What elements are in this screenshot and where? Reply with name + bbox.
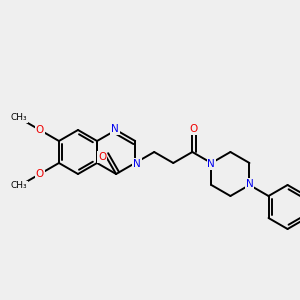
Text: N: N bbox=[111, 124, 119, 134]
Text: O: O bbox=[36, 125, 44, 135]
Text: CH₃: CH₃ bbox=[11, 113, 27, 122]
Text: O: O bbox=[98, 152, 106, 162]
Text: N: N bbox=[133, 159, 141, 169]
Text: O: O bbox=[189, 124, 197, 134]
Text: O: O bbox=[36, 169, 44, 179]
Text: CH₃: CH₃ bbox=[11, 182, 27, 190]
Text: N: N bbox=[246, 179, 253, 189]
Text: N: N bbox=[208, 159, 215, 169]
